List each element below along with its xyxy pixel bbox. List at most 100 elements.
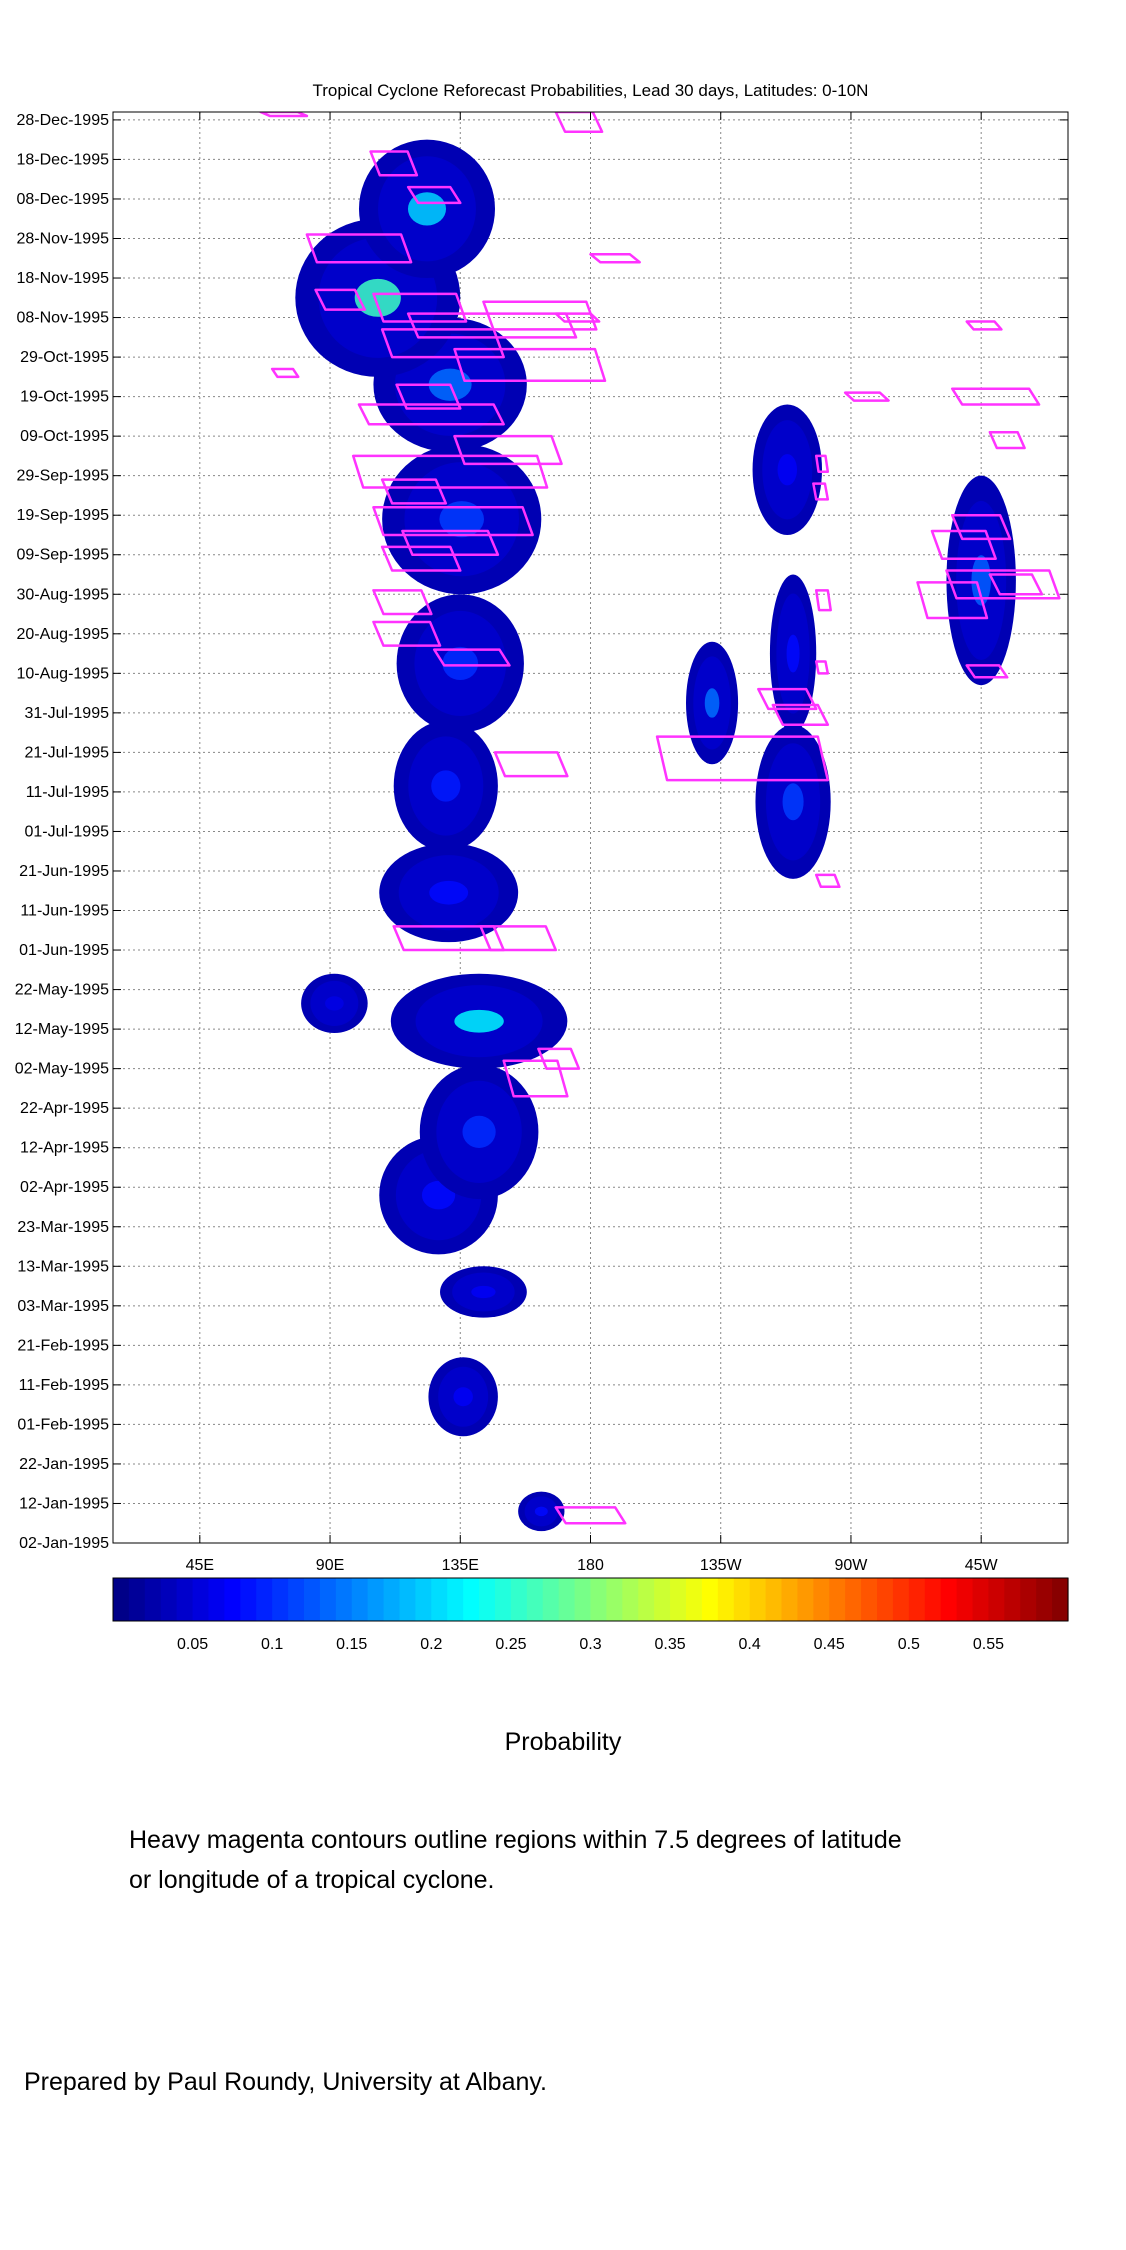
colorbar-tick-label: 0.2	[420, 1636, 442, 1653]
cyclone-contour	[372, 506, 534, 537]
cyclone-contour	[453, 434, 563, 466]
cyclone-contour	[482, 300, 598, 331]
y-tick-label: 12-Jan-1995	[19, 1495, 109, 1512]
x-tick-label: 180	[577, 1557, 604, 1574]
cyclone-contour	[259, 112, 309, 118]
colorbar-tick-label: 0.35	[655, 1636, 686, 1653]
y-tick-label: 01-Feb-1995	[17, 1416, 109, 1433]
colorbar-swatch	[128, 1578, 146, 1621]
cyclone-contour	[406, 312, 578, 339]
y-tick-label: 21-Jun-1995	[19, 863, 109, 880]
cyclone-contours	[259, 112, 1061, 1525]
cyclone-contour	[380, 545, 462, 572]
region-peak	[429, 880, 469, 905]
x-tick-label: 90W	[835, 1557, 869, 1574]
colorbar-swatch	[1036, 1578, 1053, 1621]
y-tick-label: 21-Feb-1995	[17, 1337, 109, 1354]
cyclone-contour	[945, 569, 1061, 600]
colorbar-swatch	[1004, 1578, 1021, 1621]
colorbar-swatch	[542, 1578, 560, 1621]
y-tick-label: 19-Sep-1995	[16, 507, 109, 524]
cyclone-contour	[950, 387, 1041, 406]
cyclone-contour	[843, 391, 890, 402]
colorbar-swatch	[701, 1578, 719, 1621]
y-tick-label: 19-Oct-1995	[20, 389, 109, 406]
cyclone-contour	[814, 660, 830, 675]
colorbar-swatch	[892, 1578, 910, 1621]
colorbar-swatch	[1052, 1578, 1069, 1621]
colorbar-tick-label: 0.45	[814, 1636, 845, 1653]
probability-region	[752, 404, 823, 535]
y-tick-label: 20-Aug-1995	[16, 626, 109, 643]
cyclone-contour	[655, 735, 830, 782]
colorbar-swatch	[176, 1578, 194, 1621]
colorbar-swatch	[861, 1578, 878, 1621]
colorbar-swatch	[495, 1578, 512, 1621]
cyclone-contour	[305, 233, 413, 264]
x-tick-label: 45W	[965, 1557, 999, 1574]
colorbar-swatch	[972, 1578, 990, 1621]
region-peak	[786, 634, 800, 673]
colorbar-swatch	[256, 1578, 273, 1621]
colorbar-swatch	[813, 1578, 830, 1621]
colorbar-tick-label: 0.5	[898, 1636, 920, 1653]
y-tick-label: 29-Oct-1995	[20, 349, 109, 366]
colorbar-swatch	[510, 1578, 528, 1621]
cyclone-contour	[554, 1506, 627, 1525]
probability-region	[755, 724, 831, 879]
region-peak	[782, 783, 804, 821]
cyclone-contour	[965, 664, 1009, 679]
chart-svg: Tropical Cyclone Reforecast Probabilitie…	[15, 81, 1069, 1653]
cyclone-contour	[589, 253, 641, 264]
y-tick-label: 21-Jul-1995	[25, 744, 110, 761]
colorbar-swatch	[797, 1578, 814, 1621]
cyclone-contour	[916, 581, 989, 620]
y-tick-label: 12-Apr-1995	[20, 1140, 109, 1157]
y-tick-label: 29-Sep-1995	[16, 468, 109, 485]
y-tick-label: 03-Mar-1995	[17, 1298, 109, 1315]
colorbar-swatch	[399, 1578, 417, 1621]
colorbar-swatch	[670, 1578, 687, 1621]
region-peak	[354, 278, 401, 317]
colorbar-swatch	[574, 1578, 592, 1621]
x-tick-label: 135W	[700, 1557, 743, 1574]
probability-region	[440, 1266, 527, 1318]
y-tick-label: 01-Jun-1995	[19, 942, 109, 959]
cyclone-contour	[270, 367, 300, 379]
colorbar-swatch	[988, 1578, 1005, 1621]
probability-field	[295, 139, 1016, 1532]
region-peak	[454, 1009, 504, 1033]
cyclone-contour	[493, 751, 569, 778]
cyclone-contour	[357, 403, 505, 426]
probability-region	[390, 973, 568, 1069]
probability-region	[686, 641, 739, 765]
colorbar-swatch	[686, 1578, 703, 1621]
colorbar-tick-label: 0.3	[579, 1636, 601, 1653]
y-tick-label: 28-Nov-1995	[17, 230, 110, 247]
colorbar-swatch	[113, 1578, 130, 1621]
y-tick-label: 22-May-1995	[15, 982, 109, 999]
cyclone-contour	[537, 1047, 581, 1070]
y-tick-label: 11-Feb-1995	[19, 1377, 110, 1394]
y-tick-label: 13-Mar-1995	[17, 1258, 109, 1275]
colorbar-swatch	[590, 1578, 608, 1621]
cyclone-contour	[380, 328, 505, 359]
y-tick-label: 22-Apr-1995	[20, 1100, 109, 1117]
y-tick-labels: 02-Jan-1995 12-Jan-1995 22-Jan-1995 01-Feb-…	[15, 112, 109, 1552]
colorbar-swatch	[415, 1578, 432, 1621]
colorbar-swatch	[733, 1578, 751, 1621]
colorbar-swatch	[192, 1578, 210, 1621]
cyclone-contour	[554, 112, 604, 134]
colorbar-swatch	[781, 1578, 799, 1621]
plot-frame	[112, 111, 1069, 1544]
region-peak	[325, 996, 344, 1011]
colorbar-swatch	[367, 1578, 385, 1621]
colorbar-swatch	[479, 1578, 496, 1621]
colorbar-tick-label: 0.4	[739, 1636, 761, 1653]
y-tick-label: 28-Dec-1995	[17, 112, 110, 129]
colorbar-swatch	[606, 1578, 623, 1621]
cyclone-contour	[950, 513, 1012, 541]
colorbar-swatch	[1020, 1578, 1037, 1621]
x-tick-label: 135E	[442, 1557, 479, 1574]
